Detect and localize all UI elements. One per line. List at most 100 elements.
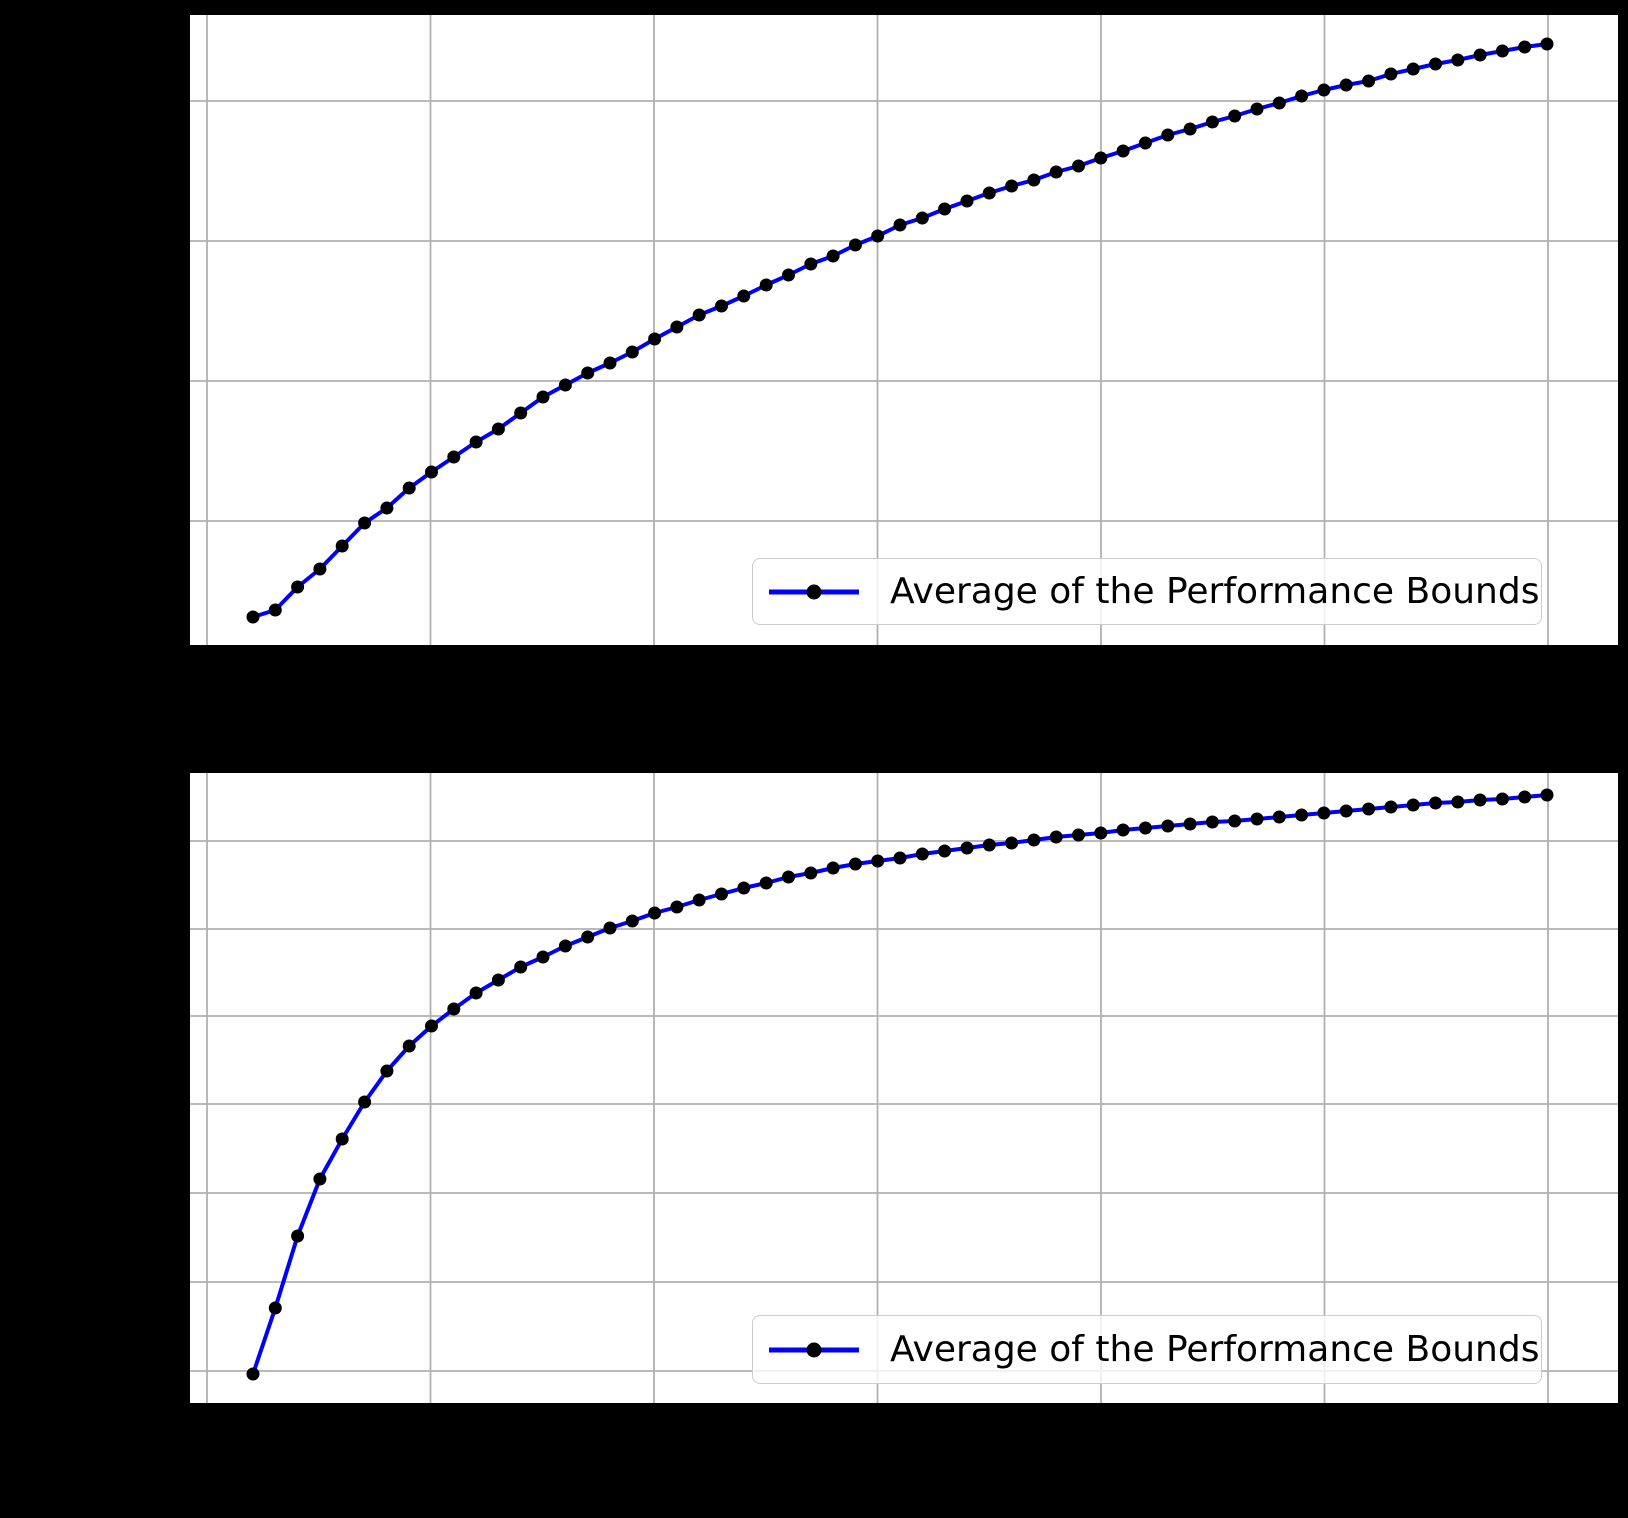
data-point-marker <box>291 580 305 594</box>
data-point-marker <box>1495 792 1509 806</box>
data-point-marker <box>715 887 728 901</box>
data-point-marker <box>804 257 818 271</box>
data-point-marker <box>1295 89 1309 103</box>
data-point-marker <box>1094 826 1108 840</box>
data-point-marker <box>1183 122 1197 136</box>
data-point-marker <box>893 218 907 232</box>
data-point-marker <box>1518 790 1532 804</box>
data-point-marker <box>648 906 662 920</box>
data-point-marker <box>268 603 282 617</box>
data-point-marker <box>1272 810 1286 824</box>
data-point-marker <box>603 921 617 935</box>
data-point-marker <box>335 539 349 553</box>
plot-area <box>190 15 1618 645</box>
data-point-marker <box>469 986 483 1000</box>
data-point-marker <box>782 870 795 884</box>
data-point-marker <box>1027 173 1041 187</box>
data-point-marker <box>1005 836 1019 850</box>
data-point-marker <box>670 320 684 334</box>
data-point-marker <box>1272 96 1286 110</box>
data-point-marker <box>1495 44 1509 58</box>
data-point-marker <box>1138 136 1152 150</box>
data-point-marker <box>715 299 728 313</box>
data-point-marker <box>1451 53 1465 67</box>
legend-label: Average of the Performance Bounds <box>890 1328 1540 1370</box>
data-point-marker <box>1429 57 1442 71</box>
data-point-marker <box>1116 144 1130 158</box>
data-point-marker <box>737 289 751 303</box>
data-point-marker <box>447 450 461 464</box>
data-point-marker <box>1250 102 1264 116</box>
data-point-marker <box>402 481 416 495</box>
data-point-marker <box>848 857 862 871</box>
data-point-marker <box>491 973 505 987</box>
data-point-marker <box>1005 179 1019 193</box>
data-point-marker <box>1295 808 1309 822</box>
data-point-marker <box>1161 128 1175 142</box>
data-point-marker <box>1205 815 1219 829</box>
data-point-marker <box>782 268 795 282</box>
data-point-marker <box>514 406 528 420</box>
data-point-marker <box>871 854 885 868</box>
data-point-marker <box>581 366 595 380</box>
data-point-marker <box>558 378 572 392</box>
data-point-marker <box>982 838 996 852</box>
data-point-marker <box>1339 804 1353 818</box>
data-point-marker <box>380 501 394 515</box>
data-point-marker <box>1429 796 1442 810</box>
data-point-marker <box>1228 109 1242 123</box>
data-point-marker <box>826 861 840 875</box>
data-point-marker <box>536 390 550 404</box>
data-point-marker <box>425 1019 438 1033</box>
data-point-marker <box>915 847 929 861</box>
data-point-marker <box>692 308 706 322</box>
data-point-marker <box>1451 795 1465 809</box>
data-point-marker <box>1473 793 1487 807</box>
data-point-marker <box>938 202 952 216</box>
data-point-marker <box>1072 828 1085 842</box>
data-point-marker <box>447 1002 461 1016</box>
data-point-marker <box>1228 814 1242 828</box>
data-point-marker <box>1161 819 1175 833</box>
data-point-marker <box>313 562 327 576</box>
plot-area <box>190 773 1618 1403</box>
data-point-marker <box>1406 798 1420 812</box>
data-point-marker <box>514 960 528 974</box>
data-point-marker <box>692 893 706 907</box>
data-point-marker <box>915 211 929 225</box>
data-point-marker <box>648 332 662 346</box>
data-point-marker <box>358 516 372 530</box>
data-point-marker <box>603 356 617 370</box>
bottom-chart <box>190 773 1618 1403</box>
data-point-marker <box>268 1301 282 1315</box>
data-point-marker <box>1384 800 1398 814</box>
data-point-marker <box>848 238 862 252</box>
data-point-marker <box>1072 159 1085 173</box>
data-point-marker <box>246 610 260 624</box>
data-point-marker <box>1540 788 1554 802</box>
data-point-marker <box>670 900 684 914</box>
data-point-marker <box>402 1039 416 1053</box>
data-point-marker <box>960 194 974 208</box>
legend-line-sample-icon <box>769 584 859 599</box>
legend-bottom: Average of the Performance Bounds <box>752 1315 1542 1384</box>
data-point-marker <box>1406 62 1420 76</box>
data-point-marker <box>1027 833 1041 847</box>
data-point-marker <box>893 851 907 865</box>
data-point-marker <box>1049 165 1063 179</box>
data-point-marker <box>1183 817 1197 831</box>
data-point-marker <box>737 881 751 895</box>
data-point-marker <box>1362 74 1376 88</box>
data-point-marker <box>291 1229 305 1243</box>
top-chart <box>190 15 1618 645</box>
data-point-marker <box>246 1367 260 1381</box>
data-point-marker <box>1384 67 1398 81</box>
data-point-marker <box>1518 40 1532 54</box>
data-point-marker <box>358 1095 372 1109</box>
data-point-marker <box>625 914 639 928</box>
data-point-marker <box>335 1132 349 1146</box>
data-point-marker <box>960 841 974 855</box>
data-point-marker <box>1540 37 1554 51</box>
data-point-marker <box>759 876 773 890</box>
